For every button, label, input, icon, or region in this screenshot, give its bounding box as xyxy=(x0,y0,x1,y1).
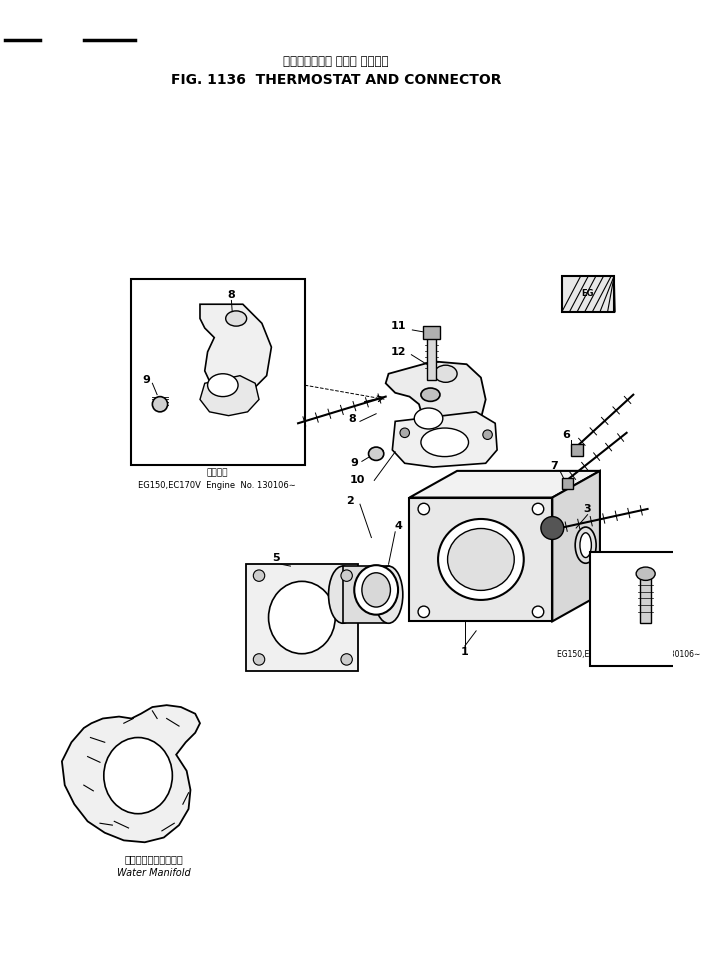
Text: 適用号図: 適用号図 xyxy=(206,468,228,478)
Text: 10: 10 xyxy=(349,476,365,486)
Circle shape xyxy=(400,428,409,438)
Circle shape xyxy=(532,606,544,617)
Bar xyxy=(562,478,573,488)
Ellipse shape xyxy=(362,573,390,607)
Bar xyxy=(426,338,436,380)
Text: 11: 11 xyxy=(390,321,406,331)
Circle shape xyxy=(341,570,352,581)
Ellipse shape xyxy=(153,397,168,412)
Bar xyxy=(562,276,614,312)
Ellipse shape xyxy=(226,311,247,326)
Text: 2: 2 xyxy=(346,496,354,506)
Polygon shape xyxy=(552,471,600,621)
Text: 適用号図: 適用号図 xyxy=(617,640,636,649)
Bar xyxy=(571,445,583,455)
Text: Water Manifold: Water Manifold xyxy=(117,868,191,877)
Text: 6: 6 xyxy=(563,430,571,440)
Polygon shape xyxy=(200,304,271,395)
Text: EG150,EC170V  Engine  No. 130106∼: EG150,EC170V Engine No. 130106∼ xyxy=(139,481,296,489)
Ellipse shape xyxy=(421,428,469,456)
Bar xyxy=(343,566,389,623)
Ellipse shape xyxy=(354,565,398,615)
Polygon shape xyxy=(409,471,600,497)
Bar xyxy=(246,564,358,671)
Ellipse shape xyxy=(448,529,514,590)
Text: 12: 12 xyxy=(390,347,406,357)
Text: 9: 9 xyxy=(350,458,358,468)
Circle shape xyxy=(483,430,492,440)
Ellipse shape xyxy=(374,566,403,623)
Ellipse shape xyxy=(368,447,384,460)
Text: 7: 7 xyxy=(550,461,558,471)
Ellipse shape xyxy=(636,567,655,580)
Text: 8: 8 xyxy=(349,413,356,423)
Circle shape xyxy=(253,570,264,581)
Ellipse shape xyxy=(208,374,238,397)
Text: FIG. 1136  THERMOSTAT AND CONNECTOR: FIG. 1136 THERMOSTAT AND CONNECTOR xyxy=(171,73,501,88)
Ellipse shape xyxy=(434,365,457,382)
Ellipse shape xyxy=(438,519,524,600)
Polygon shape xyxy=(386,361,486,435)
Text: 1: 1 xyxy=(461,647,469,657)
Ellipse shape xyxy=(104,738,173,814)
Circle shape xyxy=(532,503,544,515)
Text: 3: 3 xyxy=(615,607,623,616)
Text: 8: 8 xyxy=(228,290,235,300)
Ellipse shape xyxy=(269,581,335,654)
Polygon shape xyxy=(62,705,200,842)
Bar xyxy=(132,278,305,465)
Circle shape xyxy=(541,517,563,539)
Ellipse shape xyxy=(580,532,591,558)
Polygon shape xyxy=(200,375,259,415)
Circle shape xyxy=(253,654,264,665)
Text: 4: 4 xyxy=(394,521,402,531)
Text: 3: 3 xyxy=(584,504,591,514)
Bar xyxy=(640,575,651,623)
Bar xyxy=(423,326,440,339)
Circle shape xyxy=(341,654,352,665)
Ellipse shape xyxy=(329,566,357,623)
Text: ウォータマニホールド: ウォータマニホールド xyxy=(125,855,184,865)
Ellipse shape xyxy=(575,527,596,564)
Text: EG150,EC170V  Engine  No. 130106∼: EG150,EC170V Engine No. 130106∼ xyxy=(557,650,700,659)
Text: 5: 5 xyxy=(272,554,280,564)
Bar xyxy=(590,552,705,666)
Circle shape xyxy=(418,503,429,515)
Bar xyxy=(409,497,552,621)
Text: サーモスタット および コネクタ: サーモスタット および コネクタ xyxy=(284,55,389,67)
Circle shape xyxy=(418,606,429,617)
Ellipse shape xyxy=(414,408,443,429)
Text: EG: EG xyxy=(581,289,594,298)
Ellipse shape xyxy=(421,388,440,402)
Text: 9: 9 xyxy=(143,375,151,385)
Polygon shape xyxy=(392,412,497,467)
